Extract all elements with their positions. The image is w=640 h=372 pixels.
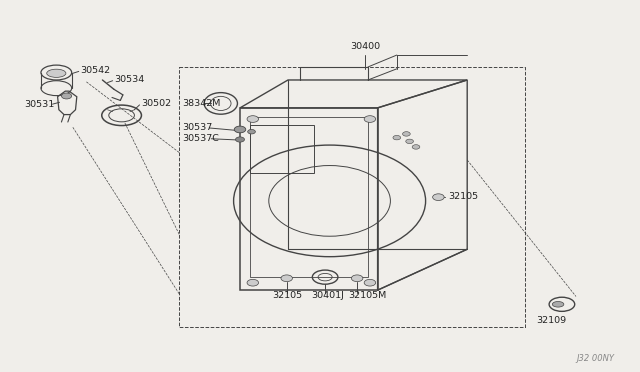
Text: J32 00NY: J32 00NY — [577, 355, 614, 363]
Circle shape — [403, 132, 410, 136]
Text: 30531: 30531 — [24, 100, 54, 109]
Text: 32105: 32105 — [272, 291, 302, 300]
Circle shape — [433, 194, 444, 201]
Circle shape — [61, 93, 72, 99]
Circle shape — [364, 116, 376, 122]
Text: 30534: 30534 — [114, 75, 144, 84]
Text: 32109: 32109 — [536, 316, 567, 325]
Circle shape — [236, 137, 244, 142]
Circle shape — [247, 116, 259, 122]
Circle shape — [364, 279, 376, 286]
Circle shape — [393, 135, 401, 140]
Text: 32105M: 32105M — [348, 291, 387, 300]
Text: 30400: 30400 — [349, 42, 380, 51]
Text: 32105: 32105 — [448, 192, 478, 201]
Circle shape — [406, 139, 413, 144]
Circle shape — [412, 145, 420, 149]
Circle shape — [234, 126, 246, 133]
Text: 38342M: 38342M — [182, 99, 221, 108]
Bar — [250, 125, 314, 173]
Text: 30537C: 30537C — [182, 134, 220, 143]
Circle shape — [351, 275, 363, 282]
Text: 30401J: 30401J — [312, 291, 344, 300]
Text: 30542: 30542 — [80, 66, 110, 75]
Text: 30502: 30502 — [141, 99, 171, 108]
Ellipse shape — [47, 69, 66, 77]
Ellipse shape — [552, 301, 564, 307]
Text: 30537: 30537 — [182, 123, 212, 132]
Circle shape — [281, 275, 292, 282]
Circle shape — [248, 129, 255, 134]
Circle shape — [247, 279, 259, 286]
